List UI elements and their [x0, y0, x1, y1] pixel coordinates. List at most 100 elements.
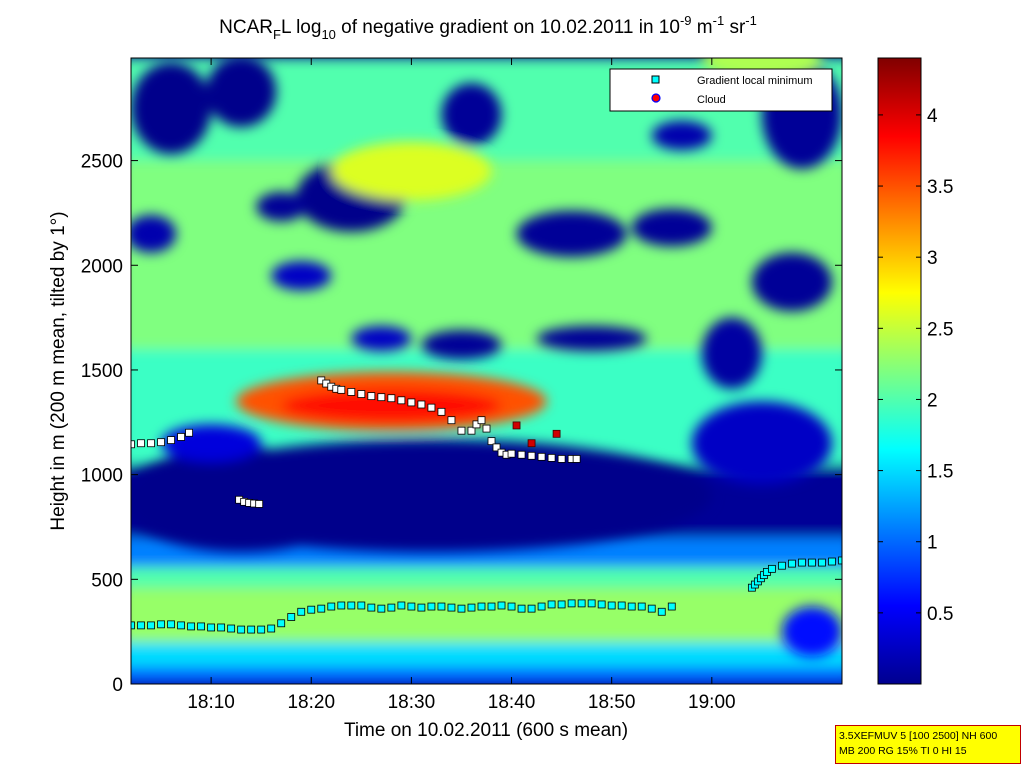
legend-marker-gradient-min: [651, 75, 660, 84]
gradient-min-point-4-32: [572, 455, 581, 463]
gradient-min-point-0-14: [267, 624, 276, 633]
gradient-min-point-0-38: [507, 602, 516, 611]
gradient-min-point-0-1: [137, 621, 145, 630]
heatmap-band-0: [131, 667, 842, 684]
gradient-min-point-0-4: [167, 620, 175, 629]
heatmap-feature-8: [256, 191, 307, 222]
heatmap-feature-19: [271, 261, 332, 291]
cloud-markers: [512, 421, 561, 448]
gradient-min-point-1-6: [768, 564, 776, 573]
gradient-min-point-4-21: [487, 437, 496, 446]
gradient-min-point-2-5: [177, 433, 185, 441]
gradient-min-point-0-15: [277, 619, 286, 628]
gradient-min-point-0-25: [377, 604, 386, 613]
gradient-min-point-0-6: [187, 622, 195, 631]
y-tick-label-4: 2000: [81, 256, 123, 277]
gradient-min-point-0-22: [347, 601, 356, 610]
heatmap-feature-15: [751, 252, 832, 312]
heatmap-band-1: [131, 642, 842, 668]
heatmap-band-7: [131, 160, 842, 350]
gradient-min-point-2-3: [157, 438, 165, 447]
gradient-min-point-1-12: [828, 557, 836, 566]
colorbar-tick-label-5: 3: [927, 248, 938, 269]
gradient-min-point-0-44: [567, 599, 576, 608]
colorbar-tick-label-7: 4: [927, 106, 938, 127]
gradient-min-point-0-34: [467, 603, 476, 612]
x-tick-label-5: 19:00: [688, 692, 736, 713]
colorbar-tick-label-6: 3.5: [927, 177, 953, 198]
heatmap-feature-11: [536, 325, 647, 352]
heatmap-feature-9: [516, 210, 627, 257]
legend-label-gradient-min: Gradient local minimum: [697, 75, 813, 87]
heatmap-feature-12: [421, 330, 502, 360]
gradient-min-point-0-53: [657, 607, 666, 616]
gradient-min-point-0-35: [477, 602, 486, 611]
colorbar-tick-label-2: 1.5: [927, 462, 953, 483]
heatmap-feature-2: [281, 388, 502, 423]
gradient-min-point-0-27: [397, 601, 406, 610]
info-line-2: MB 200 RG 15% TI 0 HI 15: [839, 745, 967, 757]
heatmap-feature-18: [131, 215, 177, 253]
gradient-min-point-4-14: [437, 407, 446, 416]
gradient-min-point-0-46: [587, 599, 596, 608]
cloud-point-2: [552, 429, 561, 438]
gradient-min-point-0-31: [437, 602, 446, 611]
gradient-min-point-1-10: [808, 558, 816, 567]
gradient-min-point-1-9: [798, 558, 806, 567]
gradient-min-point-4-16: [457, 426, 466, 435]
gradient-min-point-0-47: [597, 600, 606, 609]
gradient-min-point-0-10: [227, 624, 236, 633]
legend-label-cloud: Cloud: [697, 94, 726, 106]
x-tick-label-0: 18:10: [187, 692, 235, 713]
gradient-min-point-2-2: [147, 439, 155, 448]
gradient-min-point-1-13: [838, 556, 842, 565]
heatmap-plot-area: [131, 58, 842, 684]
gradient-min-point-0-26: [387, 603, 396, 612]
gradient-min-point-4-15: [447, 416, 456, 425]
heatmap-feature-25: [161, 424, 262, 463]
gradient-min-point-4-28: [537, 452, 546, 461]
y-axis-ticks: 0 500 1000 1500 2000 2500: [81, 152, 842, 696]
colorbar-tick-label-4: 2.5: [927, 319, 953, 340]
gradient-min-point-0-17: [297, 607, 306, 616]
gradient-min-point-4-27: [527, 451, 536, 460]
gradient-min-point-4-20: [482, 424, 491, 433]
gradient-min-point-0-45: [577, 599, 586, 608]
gradient-min-point-0-19: [317, 604, 326, 613]
heatmap-feature-6: [206, 58, 277, 128]
gradient-min-point-4-4: [337, 385, 346, 394]
y-tick-label-5: 2500: [81, 152, 123, 173]
gradient-min-point-2-4: [167, 436, 175, 444]
y-axis-label: Height in m (200 m mean, tilted by 1°): [48, 211, 69, 530]
gradient-min-point-0-41: [537, 602, 546, 611]
gradient-min-point-0-7: [197, 622, 205, 631]
gradient-min-point-4-5: [347, 388, 356, 396]
chart-title: NCARFL log10 of negative gradient on 10.…: [219, 13, 757, 42]
gradient-min-point-0-52: [647, 604, 656, 613]
legend-marker-cloud: [651, 93, 661, 103]
gradient-min-point-0-49: [617, 601, 626, 610]
y-tick-label-2: 1000: [81, 466, 123, 487]
colorbar-tick-label-1: 1: [927, 533, 938, 554]
gradient-min-point-0-40: [527, 604, 536, 613]
gradient-min-point-0-21: [337, 601, 346, 610]
gradient-min-point-0-33: [457, 604, 466, 613]
gradient-min-point-4-18: [472, 420, 481, 429]
info-box: 3.5XEFMUV 5 [100 2500] NH 600 MB 200 RG …: [835, 725, 1021, 764]
colorbar-ticks: 0.5 1 1.5 2 2.5 3 3.5 4: [878, 106, 953, 625]
gradient-min-point-4-30: [557, 455, 566, 463]
gradient-min-point-0-13: [257, 625, 266, 634]
y-tick-label-3: 1500: [81, 361, 123, 382]
legend: Gradient local minimum Cloud: [609, 68, 833, 112]
gradient-min-point-4-11: [407, 398, 416, 407]
colorbar-tick-label-0: 0.5: [927, 604, 953, 625]
heatmap-feature-21: [691, 401, 832, 486]
x-axis-label: Time on 10.02.2011 (600 s mean): [344, 720, 628, 741]
gradient-min-point-0-39: [517, 604, 526, 613]
gradient-min-point-0-18: [307, 605, 316, 614]
gradient-min-point-4-6: [357, 390, 366, 398]
gradient-min-point-0-23: [357, 601, 366, 610]
gradient-min-point-0-28: [407, 602, 416, 611]
gradient-min-point-2-6: [185, 428, 193, 437]
heatmap-feature-22: [781, 606, 842, 657]
